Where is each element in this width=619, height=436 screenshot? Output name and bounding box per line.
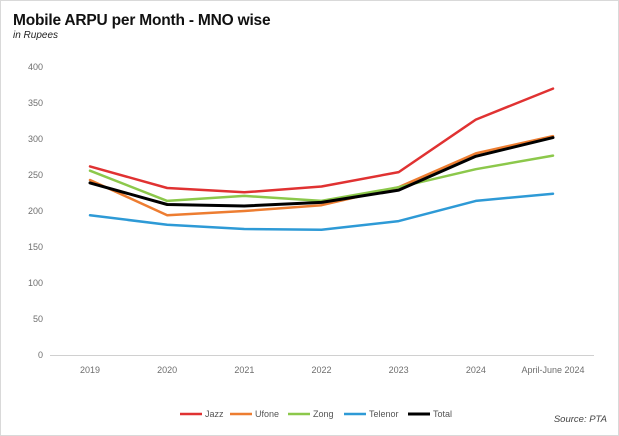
series-line-ufone <box>88 134 555 217</box>
x-tick-label: 2020 <box>157 365 177 375</box>
x-tick-label: 2021 <box>234 365 254 375</box>
legend-label: Jazz <box>205 409 224 419</box>
y-tick-label: 300 <box>28 134 43 144</box>
legend-label: Telenor <box>369 409 399 419</box>
series-line-jazz <box>88 87 555 194</box>
series-line-telenor <box>88 192 555 231</box>
x-tick-label: 2024 <box>466 365 486 375</box>
x-tick-label: 2019 <box>80 365 100 375</box>
y-tick-label: 400 <box>28 62 43 72</box>
x-tick-label: 2022 <box>311 365 331 375</box>
chart-title: Mobile ARPU per Month - MNO wise <box>13 12 271 29</box>
series-line-zong <box>88 154 555 203</box>
legend-label: Ufone <box>255 409 279 419</box>
legend-item-ufone: Ufone <box>230 409 279 419</box>
y-tick-label: 350 <box>28 98 43 108</box>
legend-label: Total <box>433 409 452 419</box>
legend-item-telenor: Telenor <box>344 409 399 419</box>
y-tick-label: 100 <box>28 278 43 288</box>
legend-item-jazz: Jazz <box>180 409 224 419</box>
x-tick-label: 2023 <box>389 365 409 375</box>
chart-subtitle: in Rupees <box>13 30 59 41</box>
x-tick-label: April-June 2024 <box>521 365 584 375</box>
legend-item-total: Total <box>408 409 452 419</box>
legend-label: Zong <box>313 409 334 419</box>
y-tick-label: 150 <box>28 242 43 252</box>
y-tick-label: 250 <box>28 170 43 180</box>
series-line-total <box>88 136 555 208</box>
y-tick-label: 200 <box>28 206 43 216</box>
y-tick-label: 0 <box>38 350 43 360</box>
y-tick-label: 50 <box>33 314 43 324</box>
legend-item-zong: Zong <box>288 409 334 419</box>
source-note: Source: PTA <box>553 414 607 425</box>
